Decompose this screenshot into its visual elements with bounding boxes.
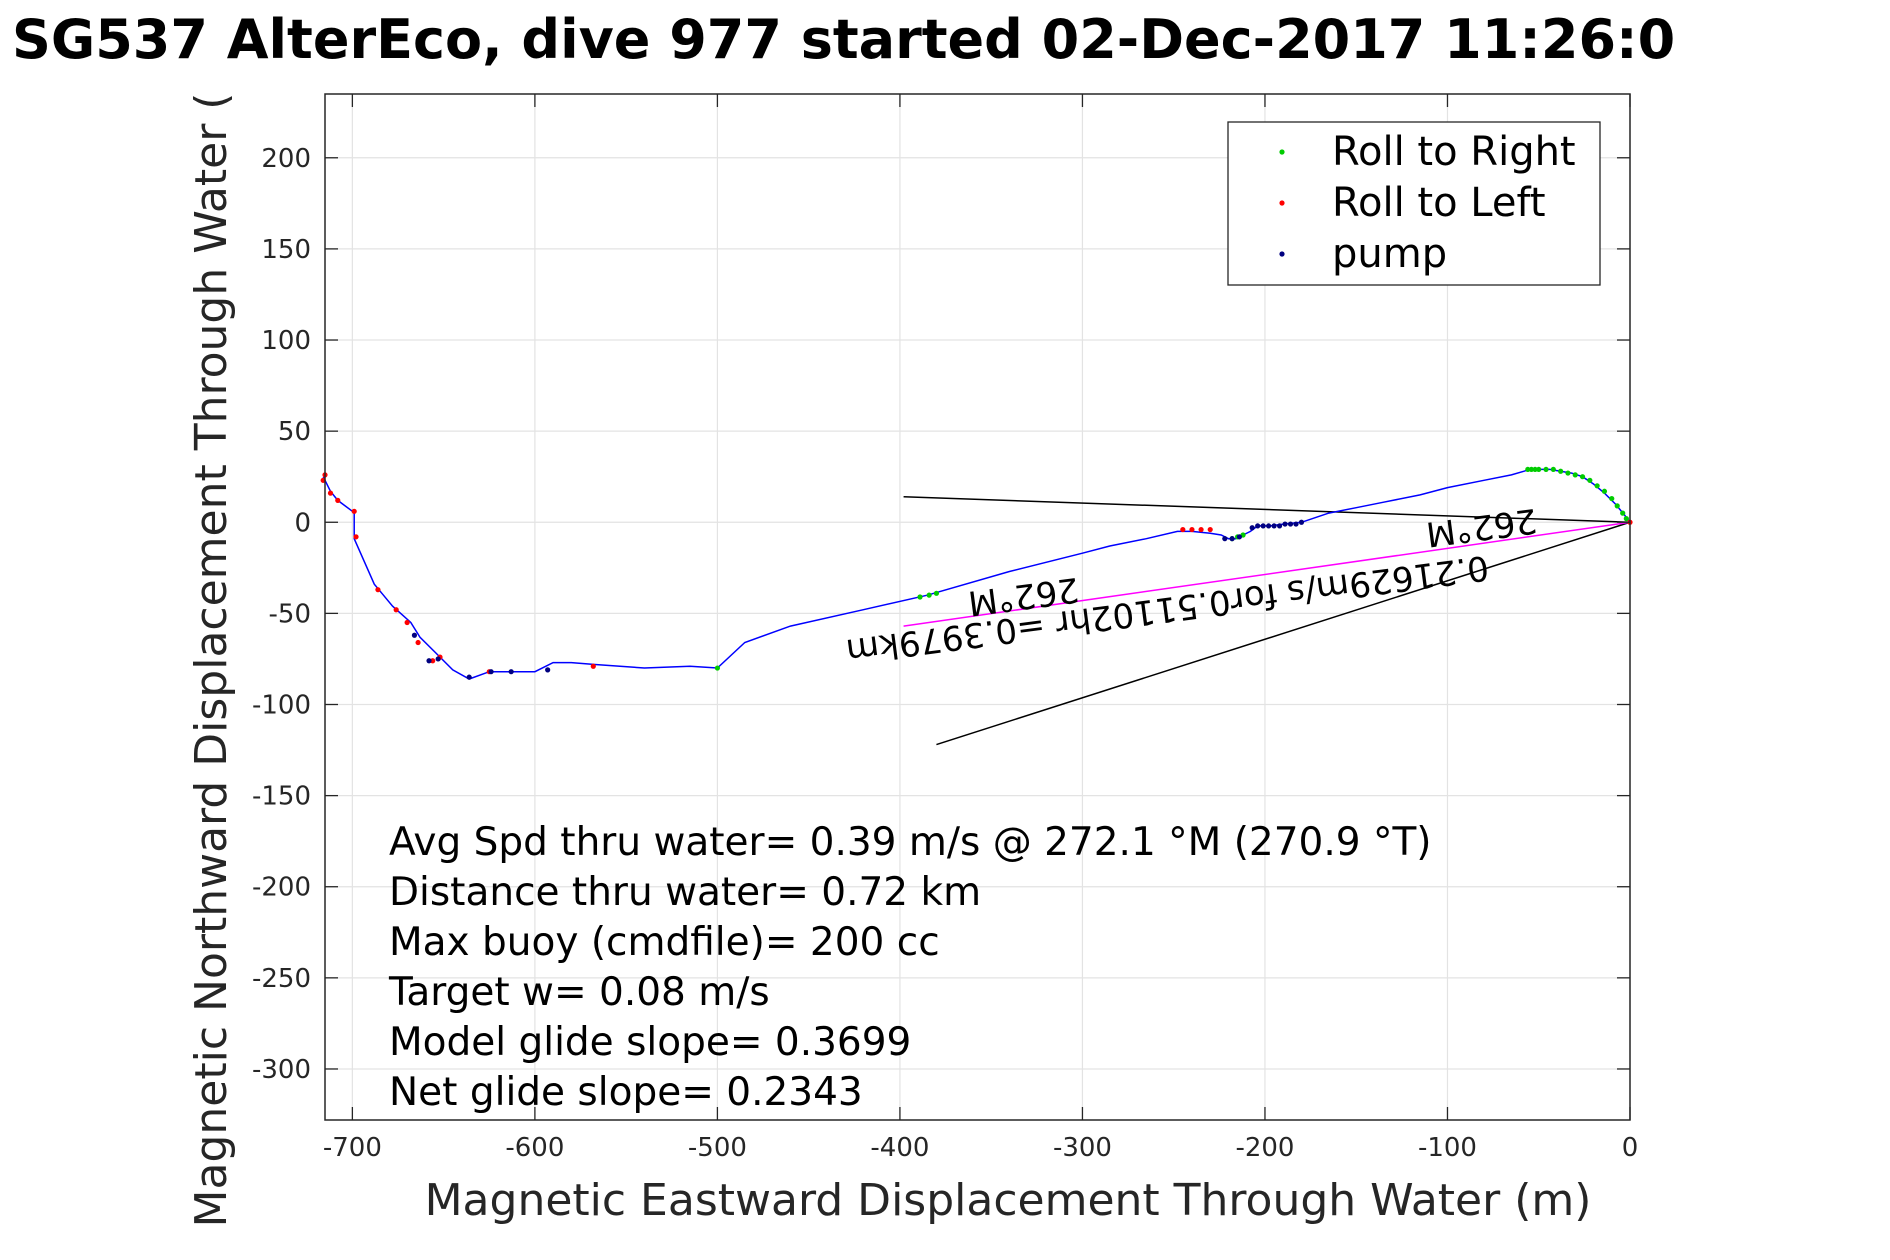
stats-line: Net glide slope= 0.2343 [389, 1070, 863, 1115]
reference-line [936, 521, 1631, 746]
chart-title: SG537 AlterEco, dive 977 started 02-Dec-… [12, 8, 1675, 71]
y-tick-label: 150 [261, 235, 311, 265]
legend-entry: Roll to Right [1332, 129, 1576, 175]
data-point [1207, 526, 1213, 533]
plot-area: 0.21629m/s for0.51102hr =0.3979km262°M26… [252, 93, 1639, 1163]
data-point [1528, 466, 1535, 473]
data-point [1255, 523, 1261, 529]
data-point [1609, 495, 1615, 502]
data-point [1532, 466, 1538, 473]
y-tick-label: 0 [294, 508, 311, 538]
data-point [415, 639, 421, 646]
data-point [1572, 472, 1578, 478]
y-tick-label: -100 [252, 690, 311, 720]
x-tick-label: -700 [323, 1133, 382, 1163]
legend-box [1227, 121, 1601, 286]
data-point [1236, 534, 1243, 540]
data-point [430, 658, 436, 664]
data-point [1594, 483, 1600, 489]
x-tick-label: -300 [1053, 1133, 1112, 1163]
data-point [1565, 470, 1571, 476]
data-point [1266, 523, 1272, 529]
data-point [1189, 526, 1195, 533]
data-point [1298, 519, 1305, 525]
legend-marker [1279, 251, 1285, 257]
data-point [1276, 523, 1283, 529]
data-point [351, 508, 357, 514]
stats-line: Max buoy (cmdfile)= 200 cc [389, 920, 940, 965]
data-point [1601, 488, 1608, 494]
data-point [488, 669, 494, 675]
data-point [1623, 516, 1629, 522]
stats-line: Target w= 0.08 m/s [388, 970, 770, 1015]
data-point [1198, 526, 1204, 533]
y-tick-label: -300 [252, 1055, 311, 1085]
y-tick-label: -50 [269, 599, 311, 629]
data-point [1525, 466, 1531, 473]
data-point [393, 607, 399, 613]
data-point [1229, 536, 1235, 542]
y-tick-label: 50 [278, 417, 311, 447]
stats-line: Avg Spd thru water= 0.39 m/s @ 272.1 °M … [389, 820, 1432, 865]
data-point [327, 490, 334, 496]
data-point [917, 594, 923, 600]
x-axis-label: Magnetic Eastward Displacement Through W… [425, 1175, 1592, 1226]
reference-line [903, 495, 1631, 524]
data-point [1536, 466, 1542, 473]
current-line [903, 521, 1631, 627]
data-point [714, 665, 721, 671]
data-point [411, 632, 418, 638]
legend-marker [1279, 200, 1285, 206]
stats-line: Model glide slope= 0.3699 [389, 1020, 911, 1065]
legend: Roll to Right Roll to Left pump [1227, 121, 1601, 286]
y-tick-label: 200 [261, 144, 311, 174]
data-point [335, 497, 341, 503]
data-point [933, 590, 940, 596]
data-point [1271, 523, 1277, 529]
data-point [1543, 466, 1549, 473]
data-point [1222, 536, 1228, 542]
data-point [466, 674, 472, 680]
data-point [1282, 521, 1288, 527]
y-tick-label: -200 [252, 873, 311, 903]
data-point [508, 669, 514, 675]
data-point [1550, 466, 1556, 473]
data-point [1579, 474, 1586, 480]
data-point [1587, 477, 1593, 483]
data-point [1260, 523, 1266, 529]
data-point [426, 658, 432, 664]
legend-entry: Roll to Left [1332, 180, 1546, 226]
data-point [1249, 525, 1255, 531]
data-point [1620, 510, 1626, 516]
data-point [926, 592, 932, 598]
data-point [1287, 521, 1294, 527]
data-point [353, 534, 359, 540]
data-point [1293, 521, 1299, 527]
data-point [545, 667, 551, 673]
y-axis-label: Magnetic Northward Displacement Through … [186, 93, 237, 1228]
legend-marker [1279, 149, 1285, 155]
data-point [375, 587, 381, 593]
data-point [590, 663, 596, 669]
data-point [1180, 526, 1186, 533]
stats-line: Distance thru water= 0.72 km [389, 870, 981, 915]
y-tick-label: -150 [252, 782, 311, 812]
data-point [404, 619, 410, 626]
x-tick-label: -500 [688, 1133, 747, 1163]
data-point [1558, 468, 1564, 474]
y-tick-label: 100 [261, 326, 311, 356]
x-tick-label: -100 [1418, 1133, 1477, 1163]
x-tick-label: -400 [870, 1133, 929, 1163]
x-tick-label: -600 [505, 1133, 564, 1163]
axes-frame [324, 93, 1631, 1121]
x-tick-label: -200 [1235, 1133, 1294, 1163]
data-point [1614, 503, 1620, 509]
data-point [435, 656, 441, 662]
legend-entry: pump [1332, 231, 1447, 277]
y-tick-label: -250 [252, 964, 311, 994]
x-tick-label: 0 [1622, 1133, 1639, 1163]
